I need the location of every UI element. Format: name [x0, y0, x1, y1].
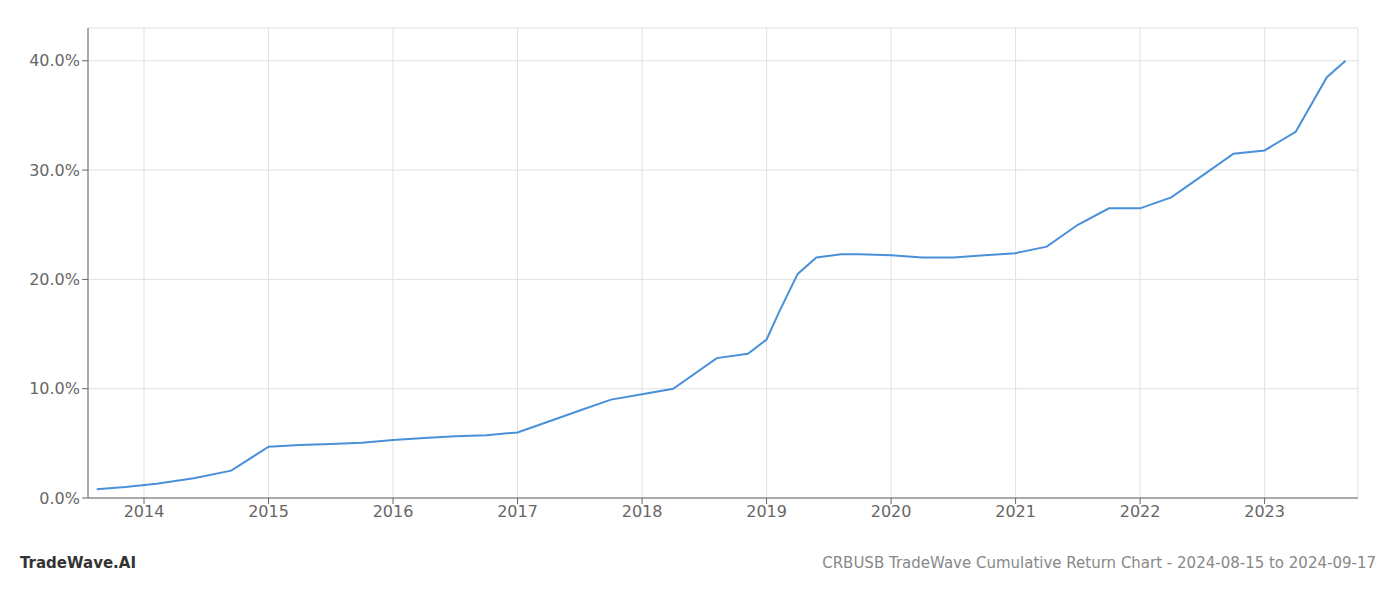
svg-text:30.0%: 30.0% [29, 161, 80, 180]
svg-text:20.0%: 20.0% [29, 270, 80, 289]
svg-text:2014: 2014 [124, 502, 165, 521]
html-text:CRBUSB TradeWave Cumulative Re: CRBUSB TradeWave Cumulative Return Chart… [822, 554, 1376, 572]
svg-text:40.0%: 40.0% [29, 51, 80, 70]
svg-text:10.0%: 10.0% [29, 379, 80, 398]
svg-text:2019: 2019 [746, 502, 787, 521]
svg-text:2021: 2021 [995, 502, 1036, 521]
svg-text:2022: 2022 [1120, 502, 1161, 521]
svg-text:0.0%: 0.0% [39, 489, 80, 508]
svg-text:2016: 2016 [373, 502, 414, 521]
svg-text:2017: 2017 [497, 502, 538, 521]
svg-text:2020: 2020 [871, 502, 912, 521]
svg-text:2015: 2015 [248, 502, 289, 521]
svg-text:2023: 2023 [1244, 502, 1285, 521]
html-text:TradeWave.AI: TradeWave.AI [20, 554, 136, 572]
svg-text:2018: 2018 [622, 502, 663, 521]
